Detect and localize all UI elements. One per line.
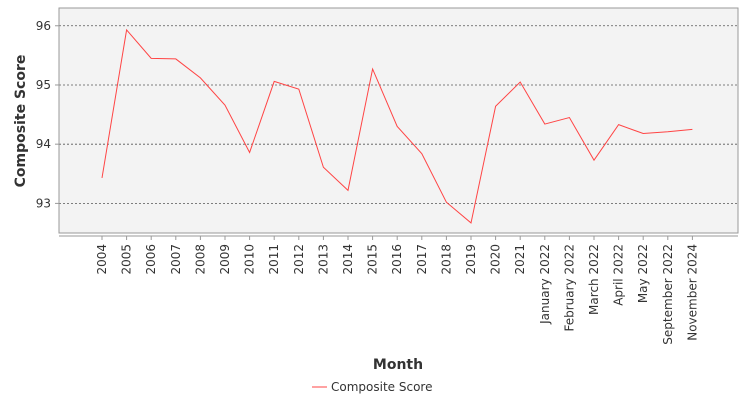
x-tick-label: January 2022 <box>538 244 552 325</box>
x-tick-label: 2014 <box>341 244 355 275</box>
data-point <box>101 176 104 179</box>
x-tick-label: March 2022 <box>587 244 601 315</box>
x-axis-title: Month <box>373 357 423 373</box>
y-axis-title: Composite Score <box>13 55 29 188</box>
y-tick-label: 94 <box>36 137 51 151</box>
data-point <box>445 201 448 204</box>
x-tick-label: 2012 <box>292 244 306 275</box>
series-layer <box>101 28 694 224</box>
data-point <box>199 76 202 79</box>
x-tick-label: 2007 <box>169 244 183 275</box>
data-point <box>593 159 596 162</box>
grid-lines <box>59 25 738 204</box>
x-tick-label: 2021 <box>513 244 527 275</box>
data-point <box>519 81 522 84</box>
y-tick-label: 96 <box>36 19 51 33</box>
data-point <box>174 57 177 60</box>
y-tick-label: 93 <box>36 196 51 210</box>
data-point <box>224 104 227 107</box>
x-tick-label: 2011 <box>267 244 281 275</box>
x-tick-label: 2008 <box>193 244 207 275</box>
data-point <box>150 57 153 60</box>
series-line-composite-score <box>101 28 693 224</box>
x-tick-label: 2015 <box>366 244 380 275</box>
x-tick-label: 2020 <box>489 244 503 275</box>
x-tick-label: 2013 <box>316 244 330 275</box>
data-point <box>470 221 473 224</box>
x-tick-label: 2019 <box>464 244 478 275</box>
data-point <box>248 151 251 154</box>
data-point <box>371 67 374 70</box>
data-point <box>273 80 276 83</box>
x-tick-label: 2018 <box>439 244 453 275</box>
x-tick-label: 2010 <box>243 244 257 275</box>
data-point <box>125 28 128 31</box>
y-tick-label: 95 <box>36 78 51 92</box>
data-point <box>347 189 350 192</box>
data-point <box>568 116 571 119</box>
x-axis-ticks: 2004 2005 2006 2007 2008 2009 2010 2011 2012 2013… <box>95 236 699 345</box>
y-axis-ticks: 93 94 95 96 <box>36 19 59 210</box>
x-tick-label: 2016 <box>390 244 404 275</box>
x-tick-label: February 2022 <box>562 244 576 332</box>
data-point <box>494 105 497 108</box>
data-point <box>322 166 325 169</box>
legend: Composite Score <box>312 380 432 394</box>
data-point <box>642 132 645 135</box>
data-point <box>617 123 620 126</box>
data-point <box>666 130 669 133</box>
x-tick-label: 2006 <box>144 244 158 275</box>
data-point <box>396 125 399 128</box>
x-tick-label: May 2022 <box>636 244 650 303</box>
x-tick-label: 2005 <box>120 244 134 275</box>
x-tick-label: April 2022 <box>612 244 626 306</box>
legend-label-composite-score: Composite Score <box>331 380 432 394</box>
data-point <box>297 88 300 91</box>
x-tick-label: November 2024 <box>685 244 699 341</box>
data-point <box>420 152 423 155</box>
data-point <box>691 128 694 131</box>
x-tick-label: 2004 <box>95 244 109 275</box>
data-point <box>543 123 546 126</box>
x-tick-label: 2017 <box>415 244 429 275</box>
x-tick-label: 2009 <box>218 244 232 275</box>
x-tick-label: September 2022 <box>661 244 675 345</box>
plot-area <box>58 7 739 234</box>
